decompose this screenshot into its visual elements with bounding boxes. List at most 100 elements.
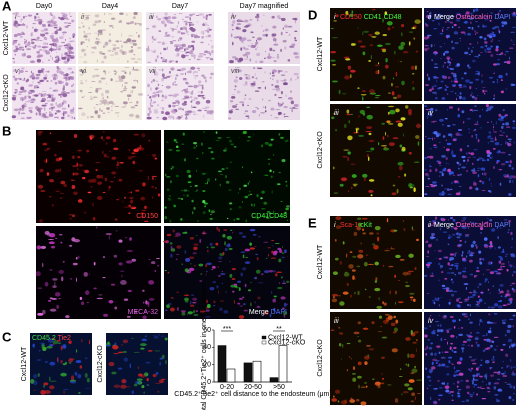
cell [56,104,62,108]
cell [444,385,450,389]
cell [183,20,188,23]
cell [449,188,453,190]
cell [508,179,512,184]
cell [334,389,341,394]
cell [121,378,127,384]
cell [358,135,365,137]
cell [374,280,378,283]
cell [35,74,41,77]
cell [463,283,469,285]
cell [378,297,380,301]
cell [495,45,499,49]
cell [12,40,18,44]
cell [271,74,275,77]
cell [357,217,362,220]
cell [51,48,53,53]
cell [379,325,383,327]
cell [430,185,436,188]
cell [51,245,56,249]
cell [166,304,170,309]
cell [256,217,260,220]
micrograph [330,8,422,101]
cell [40,245,47,249]
cell [472,59,476,63]
cell [510,365,512,370]
cell [450,334,455,338]
cell [436,132,441,137]
cell [198,52,204,55]
cell [467,345,470,346]
cell [349,13,354,17]
cell [459,14,461,17]
cell [54,112,57,115]
cell [108,39,112,43]
cell [426,345,428,349]
cell [477,286,479,288]
cell [21,104,25,109]
cell [247,104,249,106]
cell [203,53,206,56]
cell [435,359,440,362]
panel-label: E [308,215,317,230]
y-tick-label: 40 [203,344,211,351]
cell [88,26,90,30]
cell [269,47,273,52]
cell [382,301,384,305]
cell [352,377,357,382]
cell [489,32,494,36]
cell [394,50,396,55]
cell [197,67,200,70]
cell [170,67,175,71]
cell [229,208,233,211]
cell [40,33,45,37]
image-number: ii [81,14,85,21]
cell [433,28,438,30]
cell [51,38,57,43]
cell [60,95,62,98]
cell [85,14,91,17]
cell [180,189,184,192]
cell [448,328,452,330]
cell [112,47,116,51]
cell [331,298,338,303]
cell [481,181,485,185]
cell [82,169,84,172]
cell [400,41,406,47]
cell [46,147,51,150]
cell [431,331,436,335]
cell [38,39,43,42]
cell [468,53,471,56]
cell [450,363,452,365]
cell [153,109,159,111]
cell [20,86,25,91]
cell [152,153,157,157]
cell [88,134,95,139]
cell [468,369,473,372]
cell [495,47,499,52]
cell [394,275,396,278]
cell [193,84,198,89]
cell [102,277,106,279]
cell [500,143,503,146]
cell [162,76,168,79]
cell [371,8,376,11]
cell [474,21,478,23]
cell [66,18,70,20]
cell [270,290,273,295]
cell [59,168,61,173]
cell [175,232,181,237]
x-tick-label: 20-50 [244,384,262,391]
cell [373,244,379,250]
cell [485,104,489,108]
cell [50,94,54,97]
cell [62,260,65,263]
cell [453,80,456,82]
cell [138,373,143,377]
cell [238,205,242,209]
cell [474,244,478,246]
cell [492,27,496,30]
cell [203,130,206,133]
cell [502,109,505,112]
cell [442,220,445,222]
cell [47,20,52,24]
